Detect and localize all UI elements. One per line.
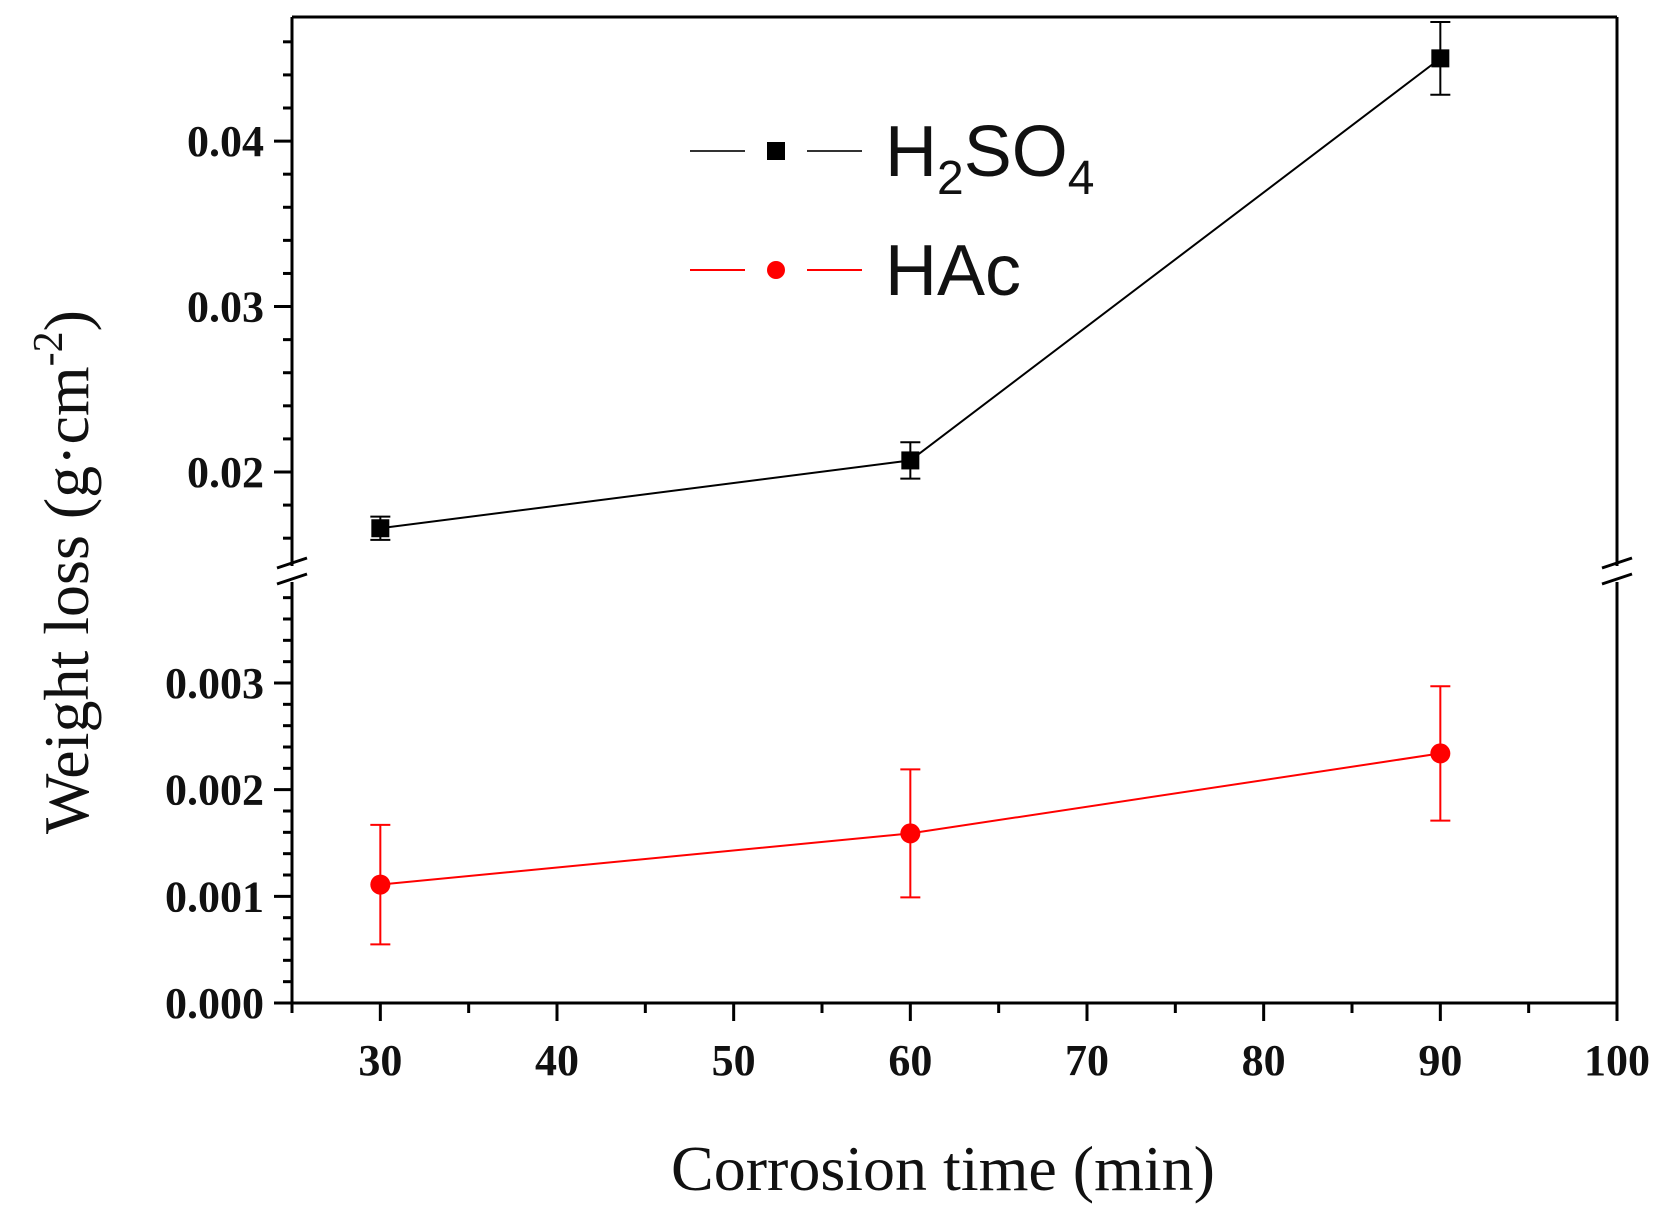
data-point [900,823,921,844]
data-point [370,874,391,895]
legend-hac-marker [767,261,785,279]
legend-hac-label: HAc [885,231,1021,311]
x-tick-label: 40 [535,1036,579,1085]
series-hac [370,685,1451,946]
x-tick-label: 80 [1242,1036,1286,1085]
x-tick-label: 50 [712,1036,756,1085]
data-point [1431,49,1450,68]
axis-break-mark-right-1 [1601,556,1633,570]
data-point [1430,743,1451,764]
y-axis-ticks: 0.02 0.03 0.04 0.000 0.001 0.002 0.003 [165,40,292,1028]
x-tick-label: 100 [1584,1036,1650,1085]
x-tick-label: 90 [1418,1036,1462,1085]
x-tick-label: 30 [358,1036,402,1085]
y-tick-label: 0.000 [165,979,264,1028]
x-tick-label: 60 [888,1036,932,1085]
y-tick-label: 0.03 [187,283,264,332]
y-tick-label: 0.001 [165,872,264,921]
y-axis-title: Weight loss (g·cm-2) [26,310,102,834]
axis-break-mark-left-1 [276,556,308,570]
data-point [371,519,390,538]
legend-h2so4-marker [767,142,785,160]
x-axis-title: Corrosion time (min) [671,1133,1215,1204]
x-tick-label: 70 [1065,1036,1109,1085]
legend: H2SO4 HAc [690,112,1094,311]
data-point [901,451,920,470]
y-tick-label: 0.02 [187,448,264,497]
axis-break-mark-right-2 [1601,572,1633,586]
y-tick-label: 0.002 [165,766,264,815]
y-tick-label: 0.003 [165,659,264,708]
series-layer [370,20,1451,946]
legend-h2so4-label: H2SO4 [885,112,1094,205]
y-tick-label: 0.04 [187,117,264,166]
x-axis-ticks: 30 40 50 60 70 80 90 100 [290,1003,1650,1085]
series-h2so4 [370,20,1451,541]
axis-break-mark-left-2 [276,572,308,586]
